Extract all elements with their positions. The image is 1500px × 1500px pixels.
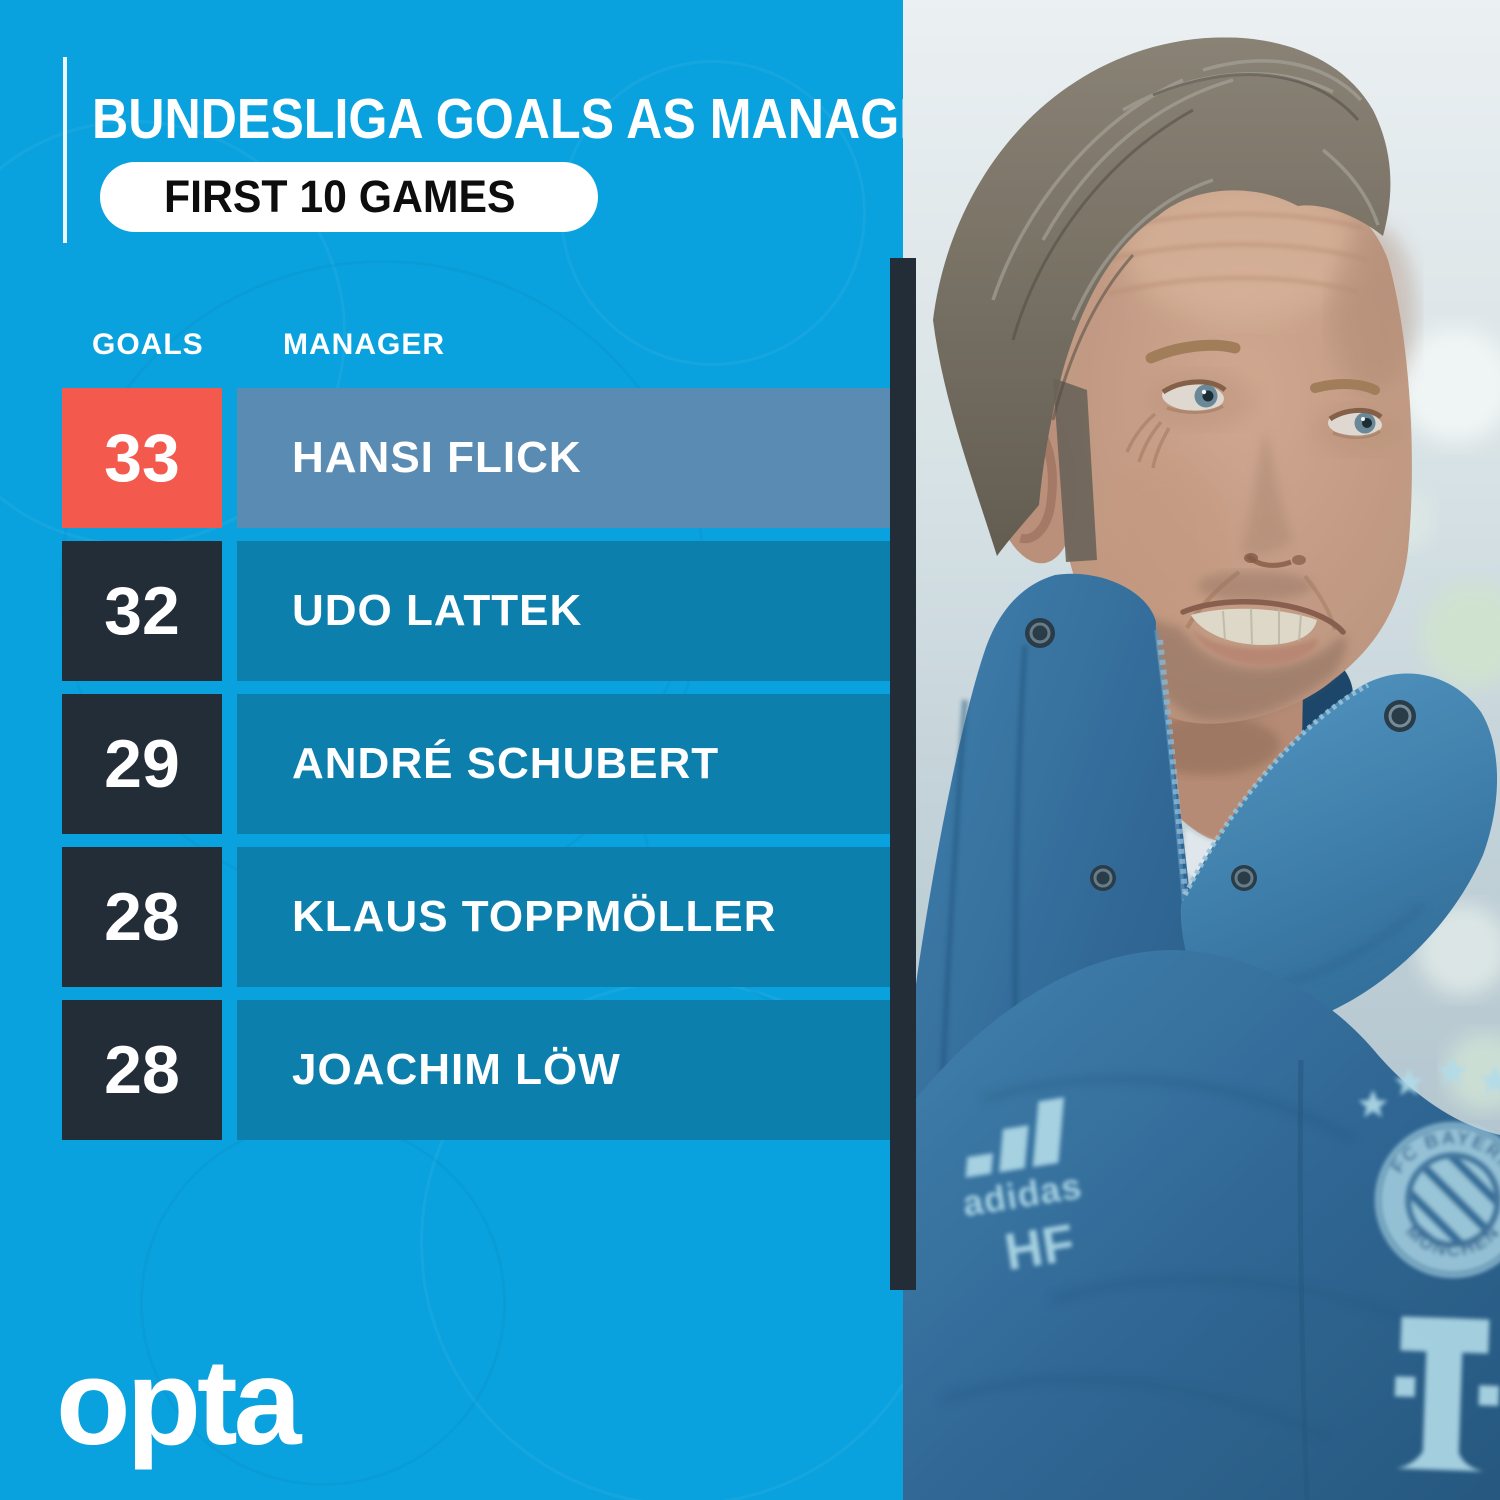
manager-name-bar: ANDRÉ SCHUBERT xyxy=(237,694,890,834)
right-eye xyxy=(1328,408,1383,439)
manager-name-bar: KLAUS TOPPMÖLLER xyxy=(237,847,890,987)
opta-logo: opta xyxy=(56,1334,302,1470)
hair xyxy=(933,37,1391,562)
flap-zipper-teeth xyxy=(1182,682,1370,897)
subtitle-pill: FIRST 10 GAMES xyxy=(100,162,599,232)
goals-value: 29 xyxy=(62,694,222,834)
goals-value: 28 xyxy=(62,847,222,987)
subtitle-pill-label: FIRST 10 GAMES xyxy=(164,171,516,222)
manager-initials: HF xyxy=(1001,1214,1079,1282)
telekom-logo xyxy=(1394,1316,1500,1472)
goals-value: 28 xyxy=(62,1000,222,1140)
column-header-goals: GOALS xyxy=(92,328,204,361)
manager-name-bar: JOACHIM LÖW xyxy=(237,1000,890,1140)
jacket-collar-flap xyxy=(1180,673,1498,1027)
left-eyebrow xyxy=(1145,339,1241,364)
goals-value: 32 xyxy=(62,541,222,681)
manager-name-bar: UDO LATTEK xyxy=(237,541,890,681)
column-header-manager: MANAGER xyxy=(283,328,445,361)
goals-value: 33 xyxy=(62,388,222,528)
bayern-crest: FC BAYERN MÜNCHEN xyxy=(1358,1056,1500,1278)
photo-separator-strip xyxy=(890,258,916,1290)
right-eyebrow xyxy=(1310,379,1380,395)
page-title: BUNDESLIGA GOALS AS MANAGER xyxy=(92,87,969,151)
manager-photo: adidas HF FC BAYERN MÜNCHEN xyxy=(903,0,1500,1500)
snap-buttons xyxy=(1025,618,1416,891)
title-accent-line xyxy=(63,57,67,243)
jacket xyxy=(903,573,1500,1500)
manager-name-bar: HANSI FLICK xyxy=(237,388,890,528)
mouth xyxy=(1180,599,1346,666)
crows-feet xyxy=(1125,412,1171,469)
nose xyxy=(1241,430,1306,568)
adidas-logo: adidas HF xyxy=(960,1097,1085,1282)
left-eye xyxy=(1161,379,1227,414)
photo-tone-overlay xyxy=(903,0,1500,1500)
